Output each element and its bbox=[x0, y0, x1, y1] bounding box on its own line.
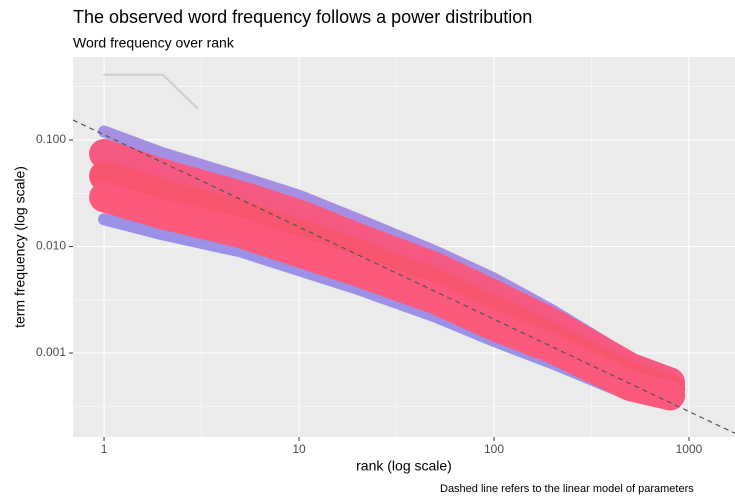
x-tick-label: 1 bbox=[101, 442, 108, 456]
caption: Dashed line refers to the linear model o… bbox=[440, 483, 694, 495]
y-tick-label: 0.010 bbox=[36, 239, 66, 253]
plot-area bbox=[73, 57, 735, 437]
y-tick-label: 0.001 bbox=[36, 345, 66, 359]
y-axis-label: term frequency (log scale) bbox=[12, 166, 28, 328]
x-axis-label: rank (log scale) bbox=[356, 458, 452, 474]
chart-subtitle: Word frequency over rank bbox=[73, 35, 235, 51]
y-tick-label: 0.100 bbox=[36, 132, 66, 146]
series-line bbox=[89, 182, 686, 411]
outlier-line bbox=[103, 73, 199, 109]
x-tick-label: 10 bbox=[292, 442, 306, 456]
x-tick-label: 1000 bbox=[676, 442, 703, 456]
x-tick-label: 100 bbox=[484, 442, 504, 456]
chart-title: The observed word frequency follows a po… bbox=[73, 7, 532, 27]
